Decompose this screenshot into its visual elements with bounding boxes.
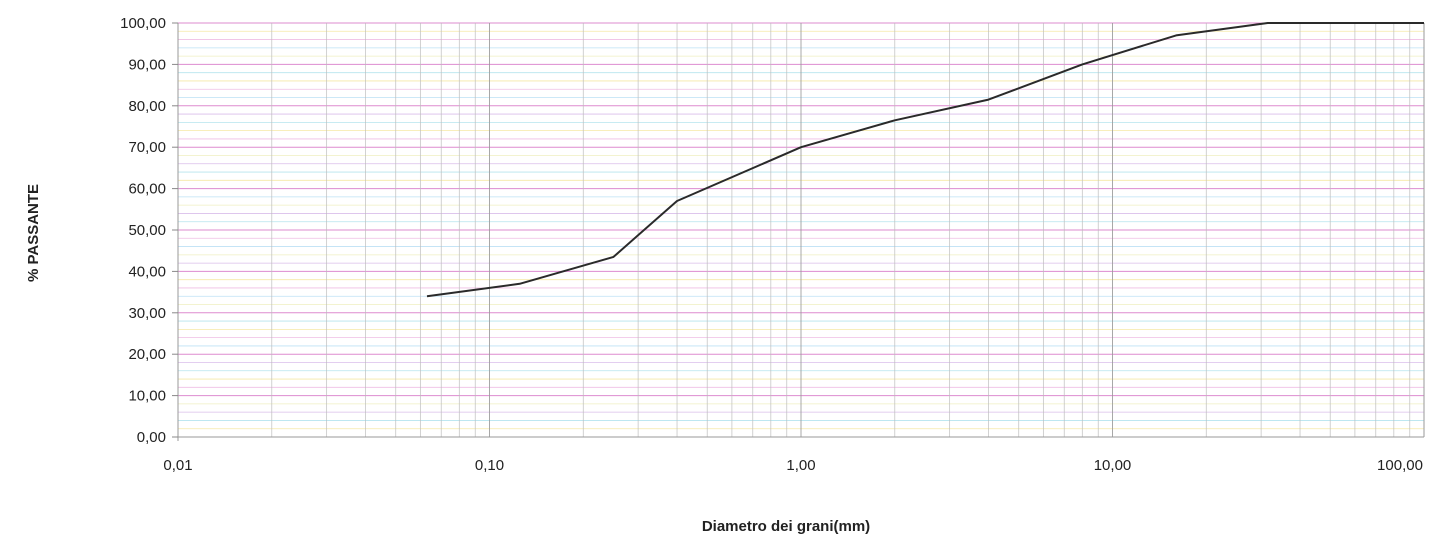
y-tick-label: 50,00 <box>128 222 166 239</box>
grading-curve-line <box>426 22 1424 298</box>
y-tick-label: 30,00 <box>128 305 166 322</box>
x-tick-label: 10,00 <box>1094 457 1132 474</box>
y-tick-label: 10,00 <box>128 388 166 405</box>
x-tick-label: 0,01 <box>163 457 192 474</box>
y-tick-label: 70,00 <box>128 139 166 156</box>
y-tick-label: 80,00 <box>128 98 166 115</box>
x-axis-tick-labels: 0,01 0,10 1,00 10,00 100,00 <box>163 457 1423 474</box>
x-tick-label: 1,00 <box>786 457 815 474</box>
y-tick-label: 90,00 <box>128 56 166 73</box>
y-tick-label: 100,00 <box>120 15 166 32</box>
y-tick-label: 20,00 <box>128 346 166 363</box>
series-layer <box>426 22 1425 298</box>
y-tick-label: 40,00 <box>128 263 166 280</box>
grid-lines <box>174 22 1425 441</box>
y-axis-title: % PASSANTE <box>25 184 42 282</box>
x-axis-title: Diametro dei grani(mm) <box>702 518 870 535</box>
x-tick-label: 0,10 <box>475 457 504 474</box>
y-tick-label: 0,00 <box>137 429 166 446</box>
x-tick-label: 100,00 <box>1377 457 1423 474</box>
y-tick-label: 60,00 <box>128 181 166 198</box>
y-axis-tick-labels: 0,00 10,00 20,00 30,00 40,00 50,00 60,00 70,00 8… <box>120 15 178 446</box>
